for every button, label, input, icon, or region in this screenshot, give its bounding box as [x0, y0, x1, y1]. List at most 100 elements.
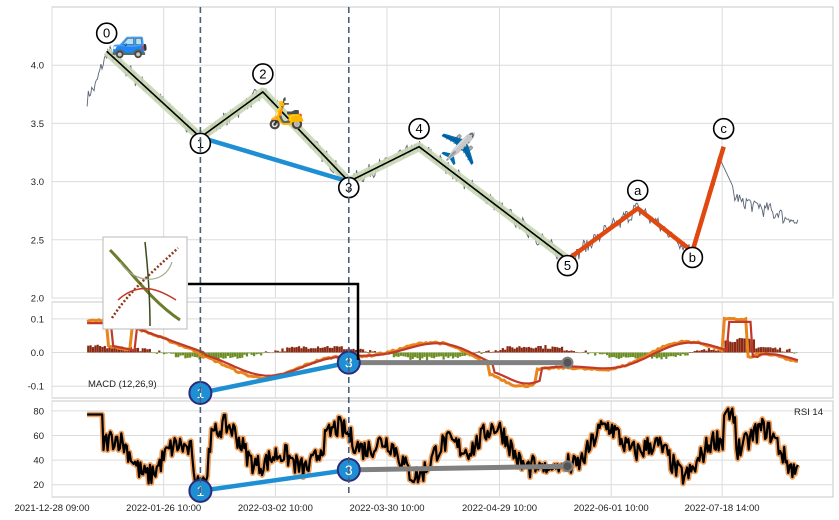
histogram-bar [767, 347, 770, 353]
histogram-bar [582, 351, 585, 353]
histogram-bar [305, 347, 308, 353]
histogram-bar [459, 352, 462, 357]
histogram-bar [655, 352, 658, 359]
histogram-bar [440, 352, 443, 357]
histogram-bar [255, 352, 258, 355]
histogram-bar [335, 346, 339, 353]
histogram-bar [437, 352, 440, 357]
rsi-label: RSI 14 [794, 407, 823, 418]
histogram-bar [769, 347, 772, 353]
histogram-bar [433, 352, 436, 359]
histogram-bar [523, 346, 526, 353]
indicator-tail-dot [561, 460, 574, 473]
histogram-bar [549, 348, 552, 353]
wave-label: 5 [564, 258, 571, 273]
impulse-wave-line [106, 50, 568, 261]
histogram-bar [207, 352, 211, 358]
histogram-bar [729, 341, 732, 353]
histogram-bar [155, 352, 159, 354]
histogram-bar [106, 348, 109, 353]
histogram-bar [634, 352, 637, 359]
x-tick-label: 2022-03-02 10:00 [238, 503, 313, 514]
histogram-bar [681, 352, 684, 355]
histogram-bar [91, 347, 95, 353]
histogram-bar [598, 352, 602, 355]
histogram-bar [94, 345, 97, 353]
histogram-bar [786, 349, 789, 353]
y-tick-label: 2.5 [31, 235, 44, 246]
y-tick-label: 3.0 [31, 177, 44, 188]
histogram-bar [707, 348, 711, 353]
histogram-bar [617, 352, 621, 359]
histogram-bar [186, 352, 189, 358]
histogram-bar [693, 351, 696, 353]
histogram-bar [724, 340, 727, 353]
histogram-bar [700, 350, 703, 353]
histogram-bar [286, 347, 289, 353]
y-tick-label: 3.5 [31, 119, 44, 130]
histogram-bar [776, 349, 779, 353]
histogram-bar [302, 346, 305, 353]
histogram-bar [101, 346, 104, 353]
histogram-bar [134, 348, 137, 353]
histogram-bar [428, 352, 431, 357]
histogram-bar [181, 352, 185, 356]
histogram-bar [312, 348, 315, 353]
indicator-tail-dot [561, 356, 574, 369]
histogram-bar [212, 352, 215, 358]
histogram-bar [352, 348, 355, 353]
histogram-bar [222, 352, 225, 359]
histogram-bar [369, 350, 372, 353]
histogram-bar [527, 346, 530, 353]
histogram-bar [788, 348, 791, 353]
y-tick-label: 4.0 [31, 61, 44, 72]
y-tick-label: 20 [33, 480, 44, 491]
histogram-bar [395, 352, 398, 357]
histogram-bar [454, 352, 457, 357]
histogram-bar [245, 352, 249, 357]
histogram-bar [764, 347, 767, 353]
histogram-bar [669, 352, 673, 357]
histogram-bar [525, 347, 528, 353]
histogram-bar [774, 347, 777, 353]
histogram-bar [328, 347, 331, 353]
histogram-bar [636, 352, 639, 361]
histogram-bar [364, 351, 367, 353]
histogram-bar [743, 338, 746, 353]
histogram-bar [553, 346, 557, 353]
x-tick-label: 2022-06-01 10:00 [574, 503, 649, 514]
histogram-bar [423, 352, 426, 357]
histogram-bar [271, 352, 275, 354]
histogram-bar [781, 351, 784, 353]
histogram-bar [608, 352, 611, 358]
histogram-bar [568, 350, 571, 353]
histogram-bar [371, 351, 374, 353]
histogram-bar [264, 351, 268, 353]
histogram-bar [141, 348, 144, 353]
wave-label: 2 [259, 66, 266, 81]
histogram-bar [492, 351, 495, 353]
histogram-bar [556, 347, 559, 353]
histogram-bar [113, 345, 116, 353]
histogram-bar [489, 352, 493, 353]
histogram-bar [596, 352, 599, 354]
histogram-bar [110, 348, 114, 353]
histogram-bar [392, 352, 395, 358]
histogram-bar [234, 352, 237, 357]
histogram-bar [331, 347, 334, 353]
histogram-bar [577, 352, 580, 354]
histogram-bar [518, 346, 521, 353]
histogram-bar [778, 347, 782, 353]
correction-wave-line [566, 146, 726, 262]
histogram-bar [229, 352, 232, 359]
histogram-bar [447, 352, 450, 358]
histogram-bar [714, 350, 718, 353]
y-tick-label: 2.0 [31, 294, 44, 305]
histogram-bar [321, 347, 324, 353]
histogram-bar [146, 349, 149, 353]
histogram-bar [570, 350, 573, 353]
histogram-bar [290, 346, 294, 353]
histogram-bar [627, 352, 630, 358]
signal-line [87, 320, 799, 385]
